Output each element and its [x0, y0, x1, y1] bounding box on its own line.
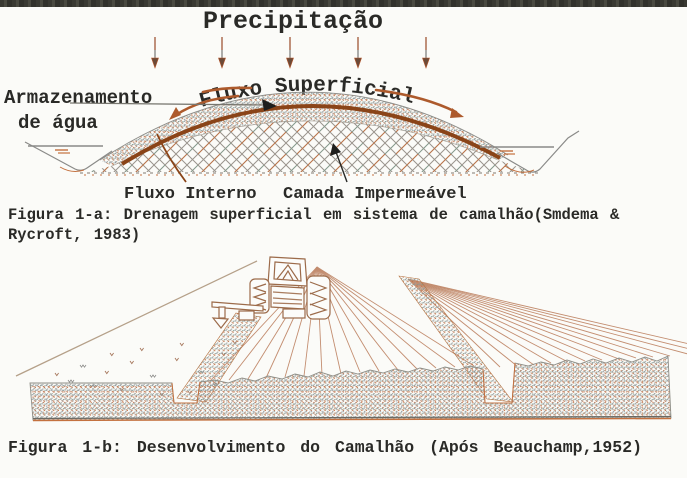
ridge-lines-right	[407, 278, 687, 368]
plow-beam	[211, 301, 264, 312]
right-trench-outline	[482, 362, 516, 404]
leader-arrowhead-icon	[262, 99, 277, 111]
internal-flow-callout: Fluxo Interno	[124, 133, 257, 204]
leader-arrowhead-icon	[330, 143, 341, 156]
figure-1a-caption: Figura 1-a: Drenagem superficial em sist…	[8, 206, 620, 244]
figure-1a-diagram: Precipitação Fluxo Super	[4, 7, 580, 204]
left-ditch	[24, 141, 113, 172]
impermeable-layer-callout: Camada Impermeável	[283, 143, 467, 204]
precipitation-arrows-icon	[151, 37, 430, 69]
tractor-body	[270, 285, 305, 310]
internal-flow-label: Fluxo Interno	[124, 185, 257, 204]
storage-label-line2: de água	[18, 112, 98, 134]
left-trench-outline	[171, 381, 201, 404]
tractor-illustration	[211, 256, 331, 329]
right-ditch	[480, 130, 580, 173]
water-storage-layer	[99, 91, 509, 167]
field-edge-line	[15, 260, 258, 377]
scan-top-edge	[0, 0, 687, 7]
figure-1b-diagram	[15, 256, 687, 422]
internal-flow-line	[120, 103, 501, 166]
water-storage-callout: Armazenamento de água	[4, 87, 277, 134]
plow-share	[211, 317, 230, 329]
storage-label-line1: Armazenamento	[4, 87, 152, 109]
figure-1b-caption: Figura 1-b: Desenvolvimento do Camalhão …	[8, 438, 642, 457]
precipitation-title: Precipitação	[203, 7, 383, 36]
soil-block-face	[29, 355, 672, 422]
impermeable-layer-label: Camada Impermeável	[283, 185, 467, 204]
impermeable-layer-hatch	[80, 120, 540, 176]
surface-flow-arrows-icon	[169, 86, 464, 120]
